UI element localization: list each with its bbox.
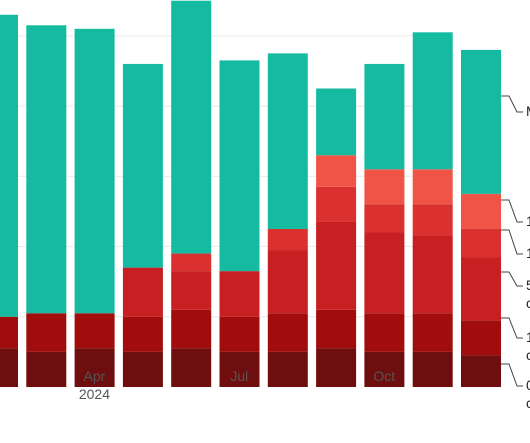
bar-segment bbox=[364, 204, 405, 233]
bar-segment bbox=[171, 348, 212, 387]
bar-segment bbox=[122, 316, 163, 352]
bar-segment bbox=[316, 155, 357, 187]
bar-segment bbox=[26, 25, 67, 314]
legend-connector bbox=[501, 229, 523, 255]
legend-connector bbox=[501, 271, 523, 287]
legend-label: 5-9 clinicconsulta bbox=[526, 277, 530, 311]
bar-segment bbox=[267, 250, 308, 314]
bar-segment bbox=[219, 271, 260, 317]
bar-segment bbox=[171, 0, 212, 254]
bar-segment bbox=[74, 348, 115, 387]
legend-connector bbox=[501, 363, 523, 387]
bar-segment bbox=[267, 313, 308, 352]
bar-segment bbox=[461, 49, 501, 194]
bar-segment bbox=[412, 313, 453, 352]
legend-label: 10-14 bbox=[526, 245, 530, 261]
bar-segment bbox=[171, 309, 212, 349]
bar-segment bbox=[412, 32, 453, 170]
bar-segment bbox=[316, 88, 357, 156]
bar-segment bbox=[412, 169, 453, 205]
bar-segment bbox=[74, 28, 115, 314]
bar-segment bbox=[461, 355, 501, 387]
bar-segment bbox=[364, 63, 405, 170]
bar-segment bbox=[122, 351, 163, 387]
x-tick-label: Jul bbox=[230, 368, 248, 384]
bar-segment bbox=[171, 271, 212, 310]
bar-segment bbox=[171, 253, 212, 272]
bar-segment bbox=[461, 320, 501, 356]
x-tick-label: Apr 2024 bbox=[79, 368, 110, 402]
bar-segment bbox=[364, 313, 405, 352]
legend: Met three 15-19 10-14 5-9 clinicconsulta 1-4… bbox=[501, 95, 530, 411]
bar-segment bbox=[267, 53, 308, 229]
bar-segment bbox=[316, 348, 357, 387]
bar-segment bbox=[364, 169, 405, 205]
bar-segment bbox=[122, 63, 163, 268]
bar-segment bbox=[364, 232, 405, 314]
x-tick-label: Oct bbox=[373, 368, 395, 384]
bar-segment bbox=[412, 351, 453, 387]
bars bbox=[0, 0, 501, 387]
legend-label: 0 clinicaconsulta bbox=[526, 377, 530, 411]
legend-connector bbox=[501, 95, 523, 113]
bar-segment bbox=[267, 351, 308, 387]
bar-segment bbox=[26, 313, 67, 352]
bar-segment bbox=[364, 351, 405, 387]
bar-segment bbox=[0, 14, 18, 317]
bar-segment bbox=[316, 221, 357, 310]
bar-segment bbox=[461, 257, 501, 321]
x-axis-tick-labels: Apr 2024 Jul Oct bbox=[79, 368, 395, 402]
bar-segment bbox=[412, 235, 453, 314]
legend-connector bbox=[501, 199, 523, 223]
bar-segment bbox=[219, 316, 260, 352]
bar-segment bbox=[26, 351, 67, 387]
legend-label: 15-19 bbox=[526, 213, 530, 229]
legend-label: Met three bbox=[526, 103, 530, 119]
bar-segment bbox=[316, 186, 357, 222]
legend-connector bbox=[501, 317, 523, 339]
bar-segment bbox=[219, 60, 260, 272]
bar-segment bbox=[267, 228, 308, 251]
bar-segment bbox=[219, 351, 260, 387]
bar-segment bbox=[461, 228, 501, 258]
bar-segment bbox=[0, 316, 18, 349]
bar-segment bbox=[461, 193, 501, 229]
legend-label: 1-4 clinicconsulta bbox=[526, 329, 530, 363]
bar-segment bbox=[316, 309, 357, 349]
bar-segment bbox=[412, 204, 453, 236]
bar-segment bbox=[74, 313, 115, 349]
bar-segment bbox=[122, 267, 163, 317]
bar-segment bbox=[0, 348, 18, 387]
